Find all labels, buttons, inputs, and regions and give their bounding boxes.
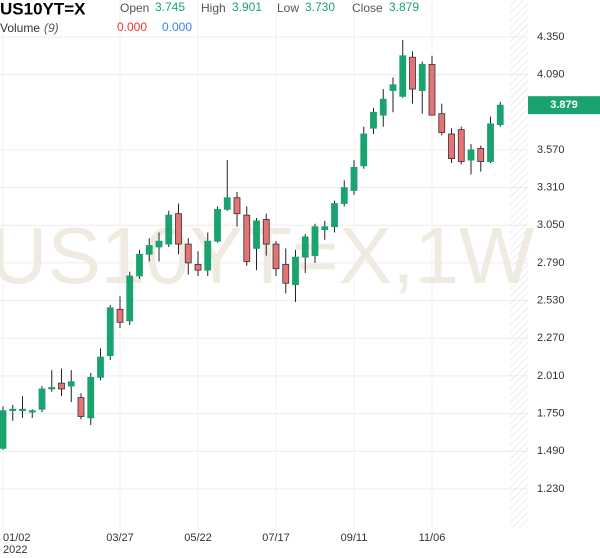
candle-body bbox=[301, 236, 309, 258]
candle-body bbox=[48, 387, 56, 390]
candle-body bbox=[77, 397, 85, 417]
low-value: 3.730 bbox=[305, 0, 335, 14]
candle-body bbox=[438, 113, 446, 133]
candle-body bbox=[106, 307, 114, 357]
volume-period: (9) bbox=[44, 21, 59, 35]
candle-body bbox=[243, 214, 251, 262]
candle-body bbox=[272, 243, 280, 270]
candle-body bbox=[262, 219, 270, 245]
candle-body bbox=[282, 263, 290, 284]
candle-body bbox=[223, 197, 231, 210]
high-label: High bbox=[201, 1, 226, 15]
x-tick-label: 03/27 bbox=[106, 532, 134, 544]
y-tick-label: 2.530 bbox=[537, 294, 565, 306]
candle-body bbox=[389, 84, 397, 91]
candle-body bbox=[194, 263, 202, 271]
candle-body bbox=[19, 408, 26, 412]
candle-body bbox=[428, 64, 436, 116]
candle-body bbox=[409, 56, 416, 90]
last-price-label: 3.879 bbox=[550, 99, 578, 111]
open-value: 3.745 bbox=[155, 0, 185, 14]
candle-body bbox=[448, 133, 455, 160]
candle-body bbox=[204, 240, 212, 271]
candle-body bbox=[496, 104, 504, 125]
last-price-box bbox=[528, 96, 600, 115]
open-label: Open bbox=[120, 1, 149, 15]
candle-body bbox=[399, 55, 407, 97]
candle-body bbox=[97, 356, 104, 378]
candle-body bbox=[340, 187, 348, 204]
x-tick-label: 11/06 bbox=[419, 532, 446, 544]
candle-body bbox=[38, 388, 46, 410]
symbol-title: US10YT=X bbox=[0, 0, 86, 18]
volume-label: Volume bbox=[0, 21, 40, 35]
candle-body bbox=[184, 243, 192, 264]
y-tick-label: 4.350 bbox=[537, 31, 565, 43]
candle-body bbox=[321, 226, 329, 230]
x-tick-label: 05/22 bbox=[184, 532, 212, 544]
candle-body bbox=[379, 98, 387, 116]
candle-body bbox=[477, 148, 485, 162]
y-tick-label: 3.310 bbox=[537, 181, 565, 193]
candle-body bbox=[145, 245, 153, 255]
candle-body bbox=[28, 410, 36, 413]
candle-body bbox=[165, 214, 173, 245]
x-tick-label: 07/17 bbox=[262, 532, 290, 544]
candle-body bbox=[155, 240, 163, 248]
candle-body bbox=[350, 166, 358, 191]
candle-body bbox=[126, 275, 134, 322]
candle-body bbox=[0, 410, 7, 449]
y-tick-label: 3.050 bbox=[537, 219, 565, 231]
candle-body bbox=[487, 123, 494, 162]
future-area bbox=[510, 0, 528, 528]
y-tick-label: 3.570 bbox=[537, 144, 565, 156]
candle-body bbox=[467, 149, 475, 161]
low-label: Low bbox=[277, 1, 299, 15]
y-tick-label: 1.490 bbox=[537, 445, 565, 457]
y-tick-label: 1.230 bbox=[537, 483, 565, 495]
candle-body bbox=[370, 111, 377, 129]
close-value: 3.879 bbox=[389, 0, 419, 14]
candle-body bbox=[116, 308, 124, 323]
candle-body bbox=[87, 376, 95, 419]
candle-body bbox=[233, 197, 241, 215]
candle-body bbox=[331, 203, 338, 228]
candle-body bbox=[292, 256, 299, 286]
volume-down: 0.000 bbox=[117, 20, 147, 34]
y-tick-label: 2.010 bbox=[537, 370, 565, 382]
candle-body bbox=[311, 226, 319, 257]
year-label: 2022 bbox=[3, 544, 27, 556]
candles bbox=[0, 39, 504, 450]
close-label: Close bbox=[352, 1, 383, 15]
volume-up: 0.000 bbox=[162, 20, 192, 34]
x-tick-label: 09/11 bbox=[341, 532, 368, 544]
candle-body bbox=[9, 408, 17, 412]
candle-body bbox=[457, 129, 465, 162]
candle-body bbox=[214, 208, 221, 242]
y-tick-label: 4.090 bbox=[537, 69, 565, 81]
candle-body bbox=[136, 253, 143, 277]
candle-body bbox=[360, 133, 368, 167]
candle-body bbox=[58, 382, 65, 390]
y-tick-label: 1.750 bbox=[537, 407, 565, 419]
y-tick-label: 2.270 bbox=[537, 332, 565, 344]
candle-body bbox=[253, 220, 260, 249]
y-tick-label: 2.790 bbox=[537, 257, 565, 269]
candle-body bbox=[418, 64, 426, 91]
x-tick-label: 01/02 bbox=[3, 532, 31, 544]
high-value: 3.901 bbox=[232, 0, 262, 14]
candle-body bbox=[67, 381, 75, 387]
candle-body bbox=[175, 213, 182, 245]
